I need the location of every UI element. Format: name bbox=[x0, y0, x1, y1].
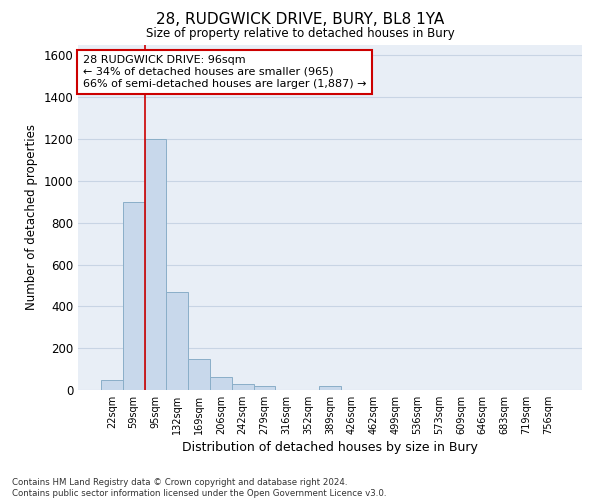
Text: 28, RUDGWICK DRIVE, BURY, BL8 1YA: 28, RUDGWICK DRIVE, BURY, BL8 1YA bbox=[156, 12, 444, 28]
Text: Contains HM Land Registry data © Crown copyright and database right 2024.
Contai: Contains HM Land Registry data © Crown c… bbox=[12, 478, 386, 498]
Bar bbox=[254, 386, 275, 390]
Text: Size of property relative to detached houses in Bury: Size of property relative to detached ho… bbox=[146, 28, 454, 40]
Text: 28 RUDGWICK DRIVE: 96sqm
← 34% of detached houses are smaller (965)
66% of semi-: 28 RUDGWICK DRIVE: 96sqm ← 34% of detach… bbox=[83, 56, 367, 88]
Bar bbox=[145, 139, 166, 390]
Bar bbox=[188, 358, 210, 390]
X-axis label: Distribution of detached houses by size in Bury: Distribution of detached houses by size … bbox=[182, 441, 478, 454]
Bar bbox=[319, 386, 341, 390]
Bar bbox=[101, 380, 123, 390]
Y-axis label: Number of detached properties: Number of detached properties bbox=[25, 124, 38, 310]
Bar bbox=[123, 202, 145, 390]
Bar bbox=[166, 292, 188, 390]
Bar bbox=[210, 378, 232, 390]
Bar bbox=[232, 384, 254, 390]
